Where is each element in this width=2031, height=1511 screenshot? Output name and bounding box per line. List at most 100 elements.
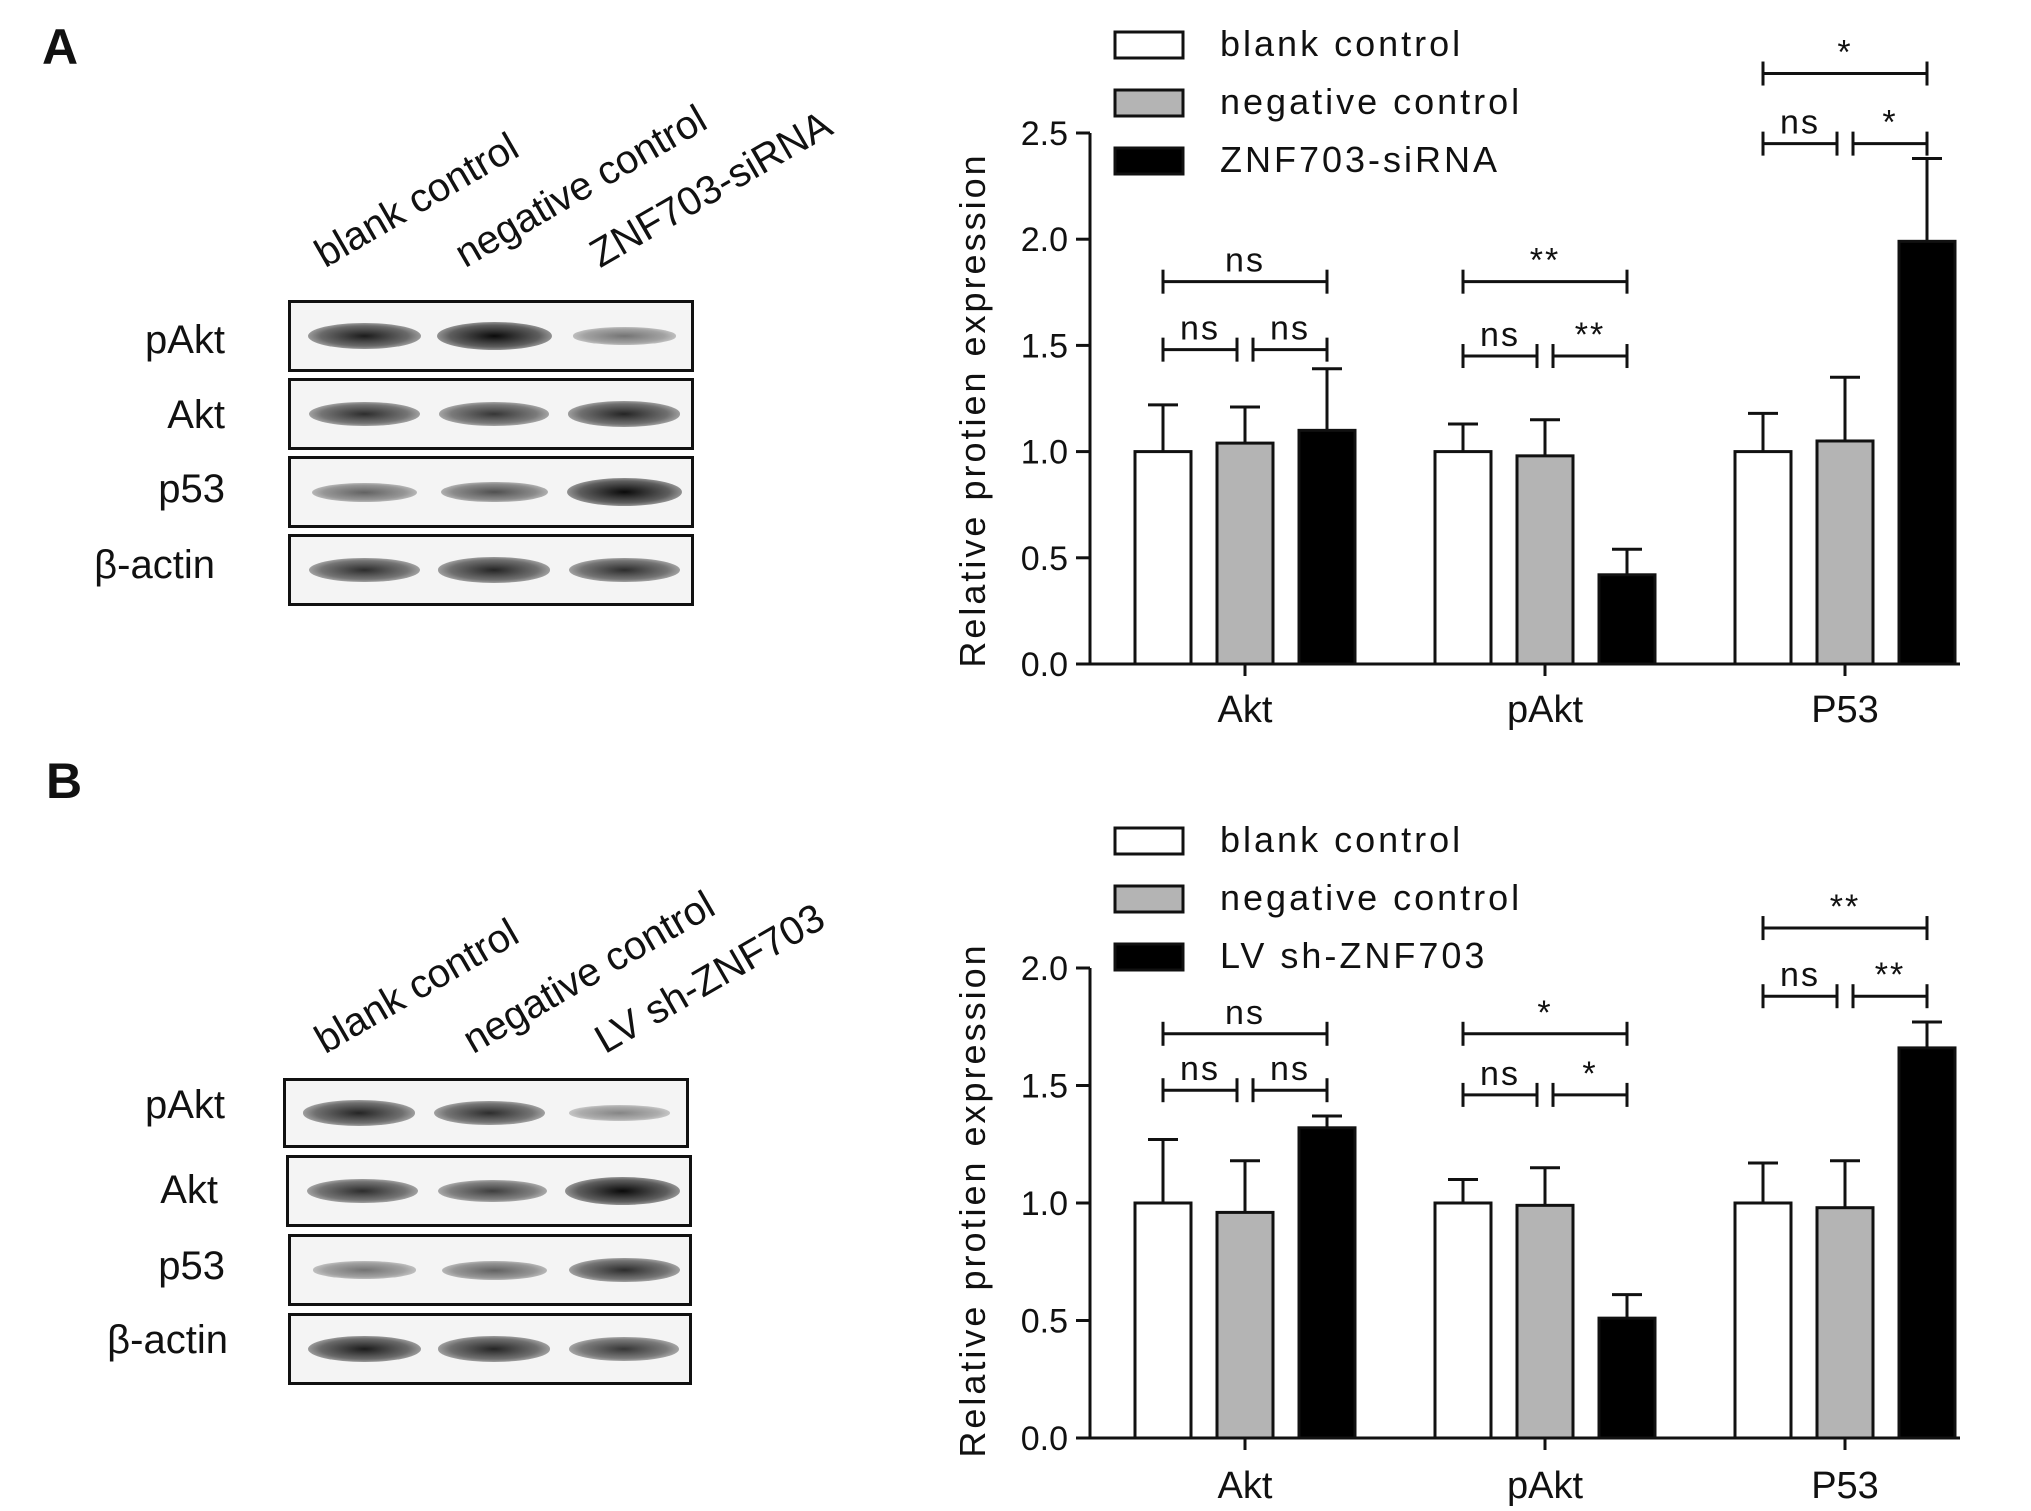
legend-swatch (1113, 826, 1185, 856)
y-axis-label: Relative protien expression (952, 942, 993, 1457)
panel-letter-a: A (42, 19, 79, 75)
category-label: P53 (1811, 689, 1879, 731)
blot-band (564, 1177, 680, 1205)
blot-strip (288, 378, 694, 450)
blot-band (568, 1257, 680, 1283)
bar (1215, 441, 1275, 666)
blot-strip (288, 534, 694, 606)
blot-band (569, 1337, 679, 1361)
blot-strip (283, 1078, 689, 1148)
category-label: Akt (1218, 1465, 1273, 1507)
significance-label: ** (1575, 316, 1605, 354)
row-label: β-actin (107, 1318, 228, 1362)
bar (1897, 239, 1957, 666)
bar (1133, 1201, 1193, 1440)
bar (1897, 1046, 1957, 1440)
row-label: pAkt (144, 1083, 225, 1127)
row-label: p53 (158, 1244, 225, 1288)
legend-swatch (1113, 942, 1185, 972)
legend-label: negative control (1220, 81, 1522, 122)
significance-label: ns (1225, 242, 1265, 280)
blot-band (307, 322, 421, 350)
blot-band (437, 1179, 547, 1203)
blot-band (566, 478, 682, 506)
bar (1433, 450, 1493, 666)
blot-band (436, 322, 552, 350)
legend-label: ZNF703-siRNA (1220, 139, 1500, 180)
blot-band (568, 557, 680, 583)
significance-label: ns (1270, 1050, 1310, 1088)
y-tick-label: 2.0 (1021, 221, 1068, 259)
blot-strip (288, 300, 694, 372)
y-tick-label: 0.5 (1021, 1303, 1068, 1341)
y-tick-label: 1.0 (1021, 1185, 1068, 1223)
significance-label: ns (1180, 310, 1220, 348)
y-tick-label: 1.5 (1021, 1068, 1068, 1106)
panel-letter-b: B (46, 753, 83, 809)
blot-band (438, 1336, 550, 1362)
row-label: pAkt (144, 318, 225, 362)
y-tick-label: 2.0 (1021, 950, 1068, 988)
blot-band (312, 1261, 416, 1279)
legend-label: blank control (1220, 23, 1463, 64)
bar (1733, 1201, 1793, 1440)
bar (1597, 1316, 1657, 1440)
significance-label: ** (1830, 888, 1860, 926)
blot-strip (288, 1234, 692, 1306)
blot-band (438, 557, 550, 583)
blot-strip (288, 1313, 692, 1385)
row-label: Akt (160, 1168, 218, 1212)
significance-label: ns (1480, 316, 1520, 354)
bar (1815, 1206, 1875, 1440)
blot-band (441, 1260, 547, 1280)
significance-label: * (1882, 104, 1897, 142)
bar (1215, 1210, 1275, 1440)
blot-band (308, 401, 420, 427)
y-tick-label: 2.5 (1021, 115, 1068, 153)
y-tick-label: 0.0 (1021, 1420, 1068, 1458)
legend-label: LV sh-ZNF703 (1220, 935, 1487, 976)
blot-band (440, 481, 548, 503)
category-label: Akt (1218, 689, 1273, 731)
blot-strip (288, 456, 694, 528)
blot-band (307, 1335, 421, 1363)
blot-band (306, 1178, 418, 1204)
bar (1297, 1126, 1357, 1440)
y-axis-label: Relative protien expression (952, 152, 993, 667)
significance-label: ** (1875, 956, 1905, 994)
significance-label: ns (1780, 956, 1820, 994)
legend-swatch (1113, 30, 1185, 60)
blot-strip (286, 1155, 692, 1227)
significance-label: ns (1270, 310, 1310, 348)
legend-label: blank control (1220, 819, 1463, 860)
category-label: pAkt (1507, 1465, 1583, 1507)
blot-band (303, 1100, 415, 1126)
category-label: pAkt (1507, 689, 1583, 731)
significance-label: ns (1480, 1055, 1520, 1093)
bar (1133, 450, 1193, 666)
category-label: P53 (1811, 1465, 1879, 1507)
significance-label: ns (1180, 1050, 1220, 1088)
row-label: Akt (167, 393, 225, 437)
significance-label: ** (1530, 242, 1560, 280)
legend-swatch (1113, 88, 1185, 118)
row-label: β-actin (94, 543, 215, 587)
significance-label: * (1582, 1055, 1597, 1093)
bar (1433, 1201, 1493, 1440)
blot-band (308, 557, 420, 583)
blot-band (311, 482, 417, 502)
bar (1515, 1203, 1575, 1440)
blot-band (572, 327, 676, 345)
blot-band (433, 1100, 545, 1126)
legend-swatch (1113, 146, 1185, 176)
significance-label: * (1837, 34, 1852, 72)
y-tick-label: 1.0 (1021, 434, 1068, 472)
bar (1597, 573, 1657, 666)
legend-label: negative control (1220, 877, 1522, 918)
blot-band (568, 1105, 670, 1121)
bar (1515, 454, 1575, 666)
blot-band (439, 402, 549, 426)
y-tick-label: 0.5 (1021, 540, 1068, 578)
